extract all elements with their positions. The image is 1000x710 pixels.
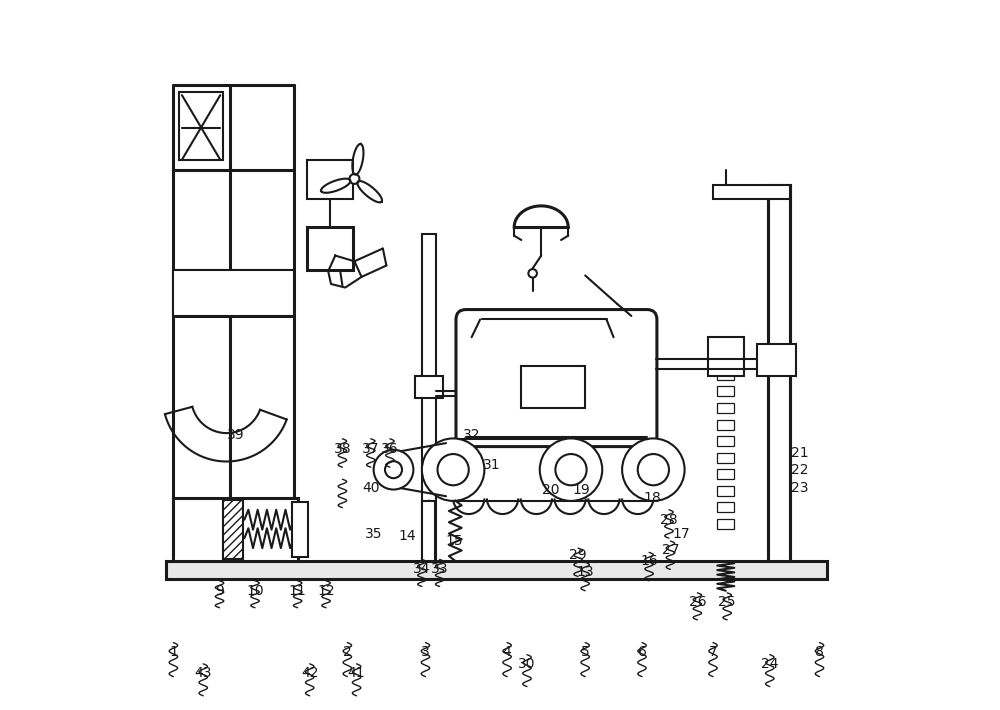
- Text: 20: 20: [542, 483, 560, 497]
- Text: 1: 1: [169, 645, 178, 659]
- Text: 6: 6: [638, 645, 646, 659]
- Text: 33: 33: [431, 562, 448, 577]
- Bar: [713, 185, 790, 199]
- Text: 19: 19: [573, 483, 591, 497]
- Bar: [307, 160, 353, 199]
- Text: 14: 14: [399, 529, 417, 543]
- Text: 2: 2: [343, 645, 352, 659]
- Bar: [173, 270, 294, 316]
- Text: 41: 41: [348, 666, 365, 680]
- Text: 38: 38: [334, 442, 351, 456]
- Bar: [717, 420, 734, 430]
- Text: 18: 18: [644, 491, 662, 506]
- Bar: [422, 234, 436, 561]
- Text: 13: 13: [576, 564, 594, 579]
- Bar: [717, 337, 734, 346]
- Bar: [717, 453, 734, 463]
- Text: 42: 42: [301, 666, 318, 680]
- Bar: [422, 501, 435, 561]
- Text: 27: 27: [662, 543, 679, 557]
- Polygon shape: [179, 92, 223, 160]
- Bar: [223, 500, 243, 559]
- Circle shape: [438, 454, 469, 486]
- Circle shape: [555, 454, 587, 486]
- Bar: [717, 486, 734, 496]
- Bar: [717, 436, 734, 446]
- Circle shape: [385, 462, 402, 479]
- Bar: [717, 469, 734, 479]
- Circle shape: [528, 269, 537, 278]
- Text: 26: 26: [689, 595, 706, 609]
- Text: 24: 24: [761, 657, 779, 671]
- Text: 16: 16: [640, 554, 658, 568]
- Text: 40: 40: [362, 481, 380, 496]
- Circle shape: [540, 438, 602, 501]
- Bar: [717, 403, 734, 413]
- Circle shape: [422, 438, 484, 501]
- Text: 21: 21: [791, 446, 808, 460]
- Text: 32: 32: [463, 427, 480, 442]
- Bar: [717, 503, 734, 513]
- Bar: [292, 502, 308, 557]
- Text: 31: 31: [483, 458, 500, 472]
- Bar: [717, 370, 734, 380]
- Bar: [717, 519, 734, 529]
- Text: 15: 15: [445, 534, 463, 548]
- Text: 29: 29: [569, 548, 587, 562]
- Text: 25: 25: [718, 595, 736, 609]
- Bar: [307, 227, 353, 270]
- Bar: [757, 344, 796, 376]
- Bar: [717, 354, 734, 364]
- Text: 37: 37: [362, 442, 380, 456]
- Text: 39: 39: [227, 427, 245, 442]
- Text: 36: 36: [381, 442, 399, 456]
- Text: 5: 5: [581, 645, 590, 659]
- Text: 4: 4: [503, 645, 511, 659]
- Text: 7: 7: [709, 645, 717, 659]
- Text: 30: 30: [518, 657, 536, 671]
- Bar: [173, 498, 298, 561]
- Circle shape: [374, 450, 413, 490]
- Text: 17: 17: [672, 527, 690, 541]
- Text: 8: 8: [815, 645, 824, 659]
- Text: 22: 22: [791, 463, 808, 477]
- Text: 11: 11: [289, 584, 307, 598]
- Circle shape: [638, 454, 669, 486]
- Circle shape: [349, 174, 359, 184]
- Text: 35: 35: [365, 527, 382, 541]
- Bar: [415, 376, 443, 398]
- Text: 34: 34: [413, 562, 431, 577]
- Bar: [717, 386, 734, 396]
- Text: 43: 43: [194, 666, 212, 680]
- Text: 12: 12: [317, 584, 335, 598]
- Bar: [768, 185, 790, 561]
- Bar: [708, 337, 744, 376]
- Text: 23: 23: [791, 481, 808, 496]
- Circle shape: [622, 438, 685, 501]
- Text: 9: 9: [215, 584, 224, 598]
- Text: 28: 28: [660, 513, 678, 527]
- Bar: [521, 366, 585, 408]
- Text: 3: 3: [421, 645, 430, 659]
- FancyBboxPatch shape: [456, 310, 657, 447]
- Text: 10: 10: [246, 584, 264, 598]
- Bar: [166, 561, 827, 579]
